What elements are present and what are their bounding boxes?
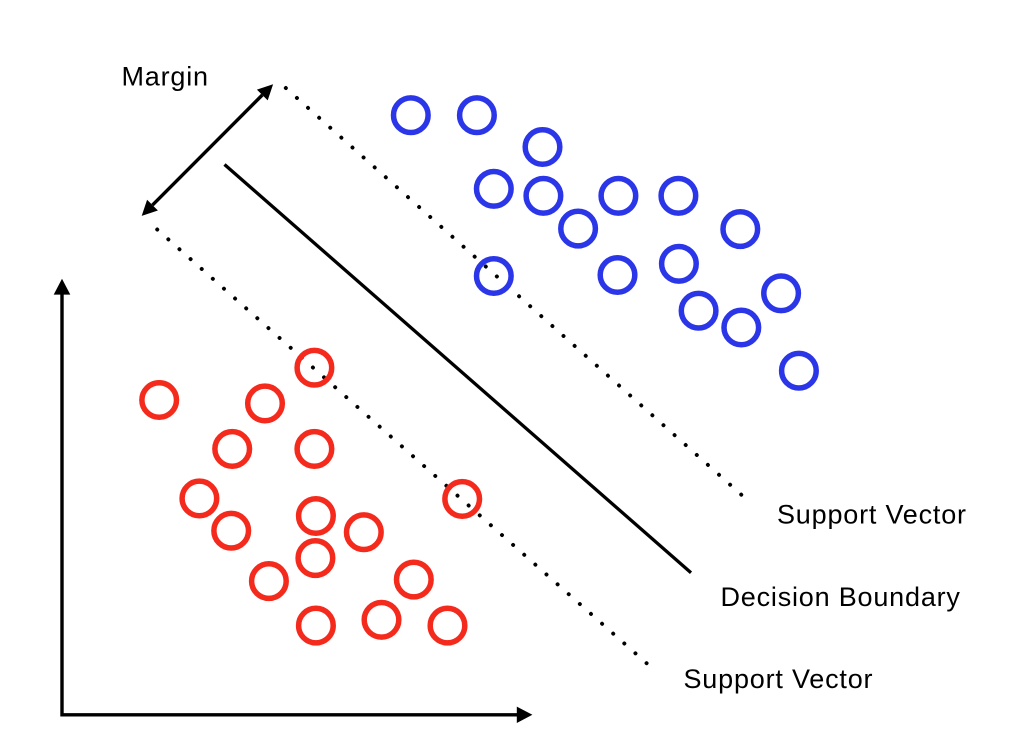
svg-text:Margin: Margin [122, 61, 209, 91]
svg-text:Decision Boundary: Decision Boundary [721, 582, 961, 612]
svg-text:Support Vector: Support Vector [684, 664, 874, 694]
svg-text:Support Vector: Support Vector [777, 500, 967, 530]
